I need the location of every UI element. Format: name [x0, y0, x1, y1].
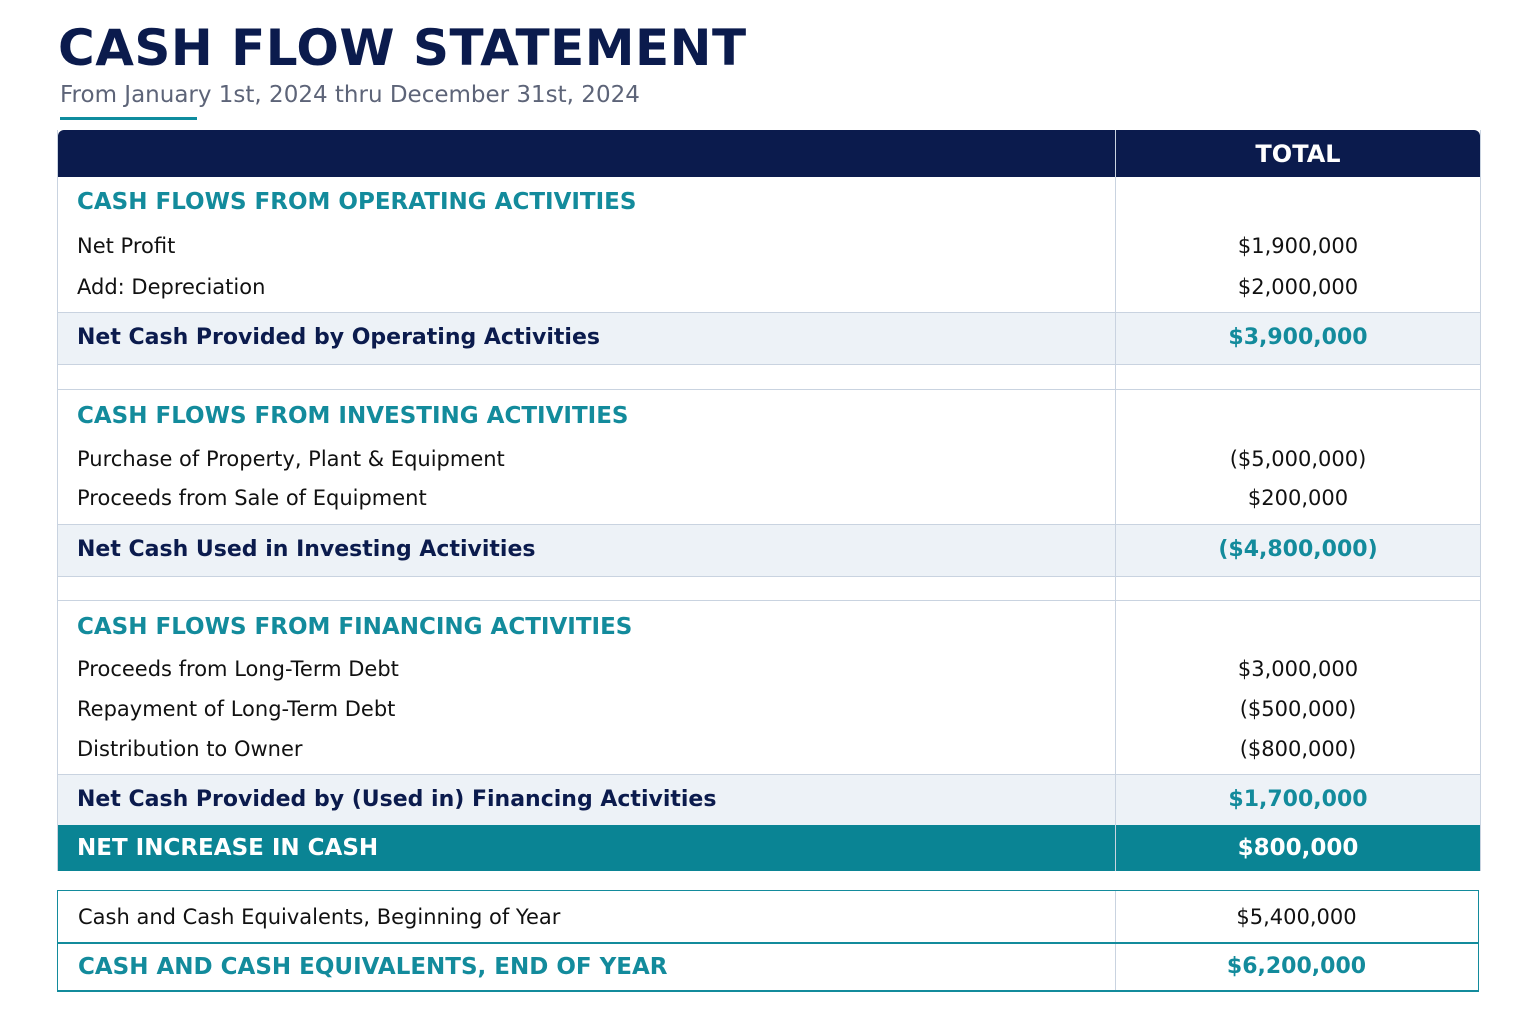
- subtotal-value: $3,900,000: [1228, 325, 1368, 350]
- line-item-value: $2,000,000: [1237, 275, 1359, 299]
- spacer-row: [58, 365, 1480, 390]
- table-header: TOTAL: [58, 130, 1480, 177]
- table-row: Purchase of Property, Plant & Equipment …: [58, 441, 1480, 481]
- table-row: Add: Depreciation $2,000,000: [58, 269, 1480, 312]
- ending-cash-label: CASH AND CASH EQUIVALENTS, END OF YEAR: [78, 954, 668, 980]
- line-item-label: Proceeds from Long-Term Debt: [77, 657, 399, 681]
- line-item-label: Net Profit: [77, 234, 176, 258]
- operating-subtotal-row: Net Cash Provided by Operating Activitie…: [58, 312, 1480, 365]
- ending-cash-value: $6,200,000: [1226, 954, 1367, 979]
- table-row: Proceeds from Long-Term Debt $3,000,000: [58, 652, 1480, 692]
- table-row: Proceeds from Sale of Equipment $200,000: [58, 481, 1480, 524]
- line-item-value: $1,900,000: [1237, 234, 1359, 258]
- total-column-header: TOTAL: [1255, 140, 1341, 168]
- column-divider: [1115, 891, 1116, 990]
- financing-subtotal-row: Net Cash Provided by (Used in) Financing…: [58, 774, 1480, 825]
- line-item-value: ($500,000): [1239, 697, 1357, 721]
- line-item-label: Purchase of Property, Plant & Equipment: [77, 447, 505, 471]
- cash-flow-table: TOTAL CASH FLOWS FROM OPERATING ACTIVITI…: [57, 130, 1481, 871]
- subtotal-value: ($4,800,000): [1218, 537, 1378, 562]
- page-title: CASH FLOW STATEMENT: [58, 19, 747, 77]
- subtotal-value: $1,700,000: [1228, 787, 1368, 812]
- line-item-value: $200,000: [1247, 486, 1349, 510]
- line-item-label: Distribution to Owner: [77, 737, 303, 761]
- operating-heading: CASH FLOWS FROM OPERATING ACTIVITIES: [77, 189, 637, 215]
- subtotal-label: Net Cash Provided by (Used in) Financing…: [77, 787, 717, 812]
- column-divider: [1115, 130, 1116, 871]
- page-subtitle: From January 1st, 2024 thru December 31s…: [60, 82, 640, 108]
- subtotal-label: Net Cash Provided by Operating Activitie…: [77, 325, 600, 350]
- beginning-cash-value: $5,400,000: [1236, 905, 1357, 929]
- table-row: Distribution to Owner ($800,000): [58, 732, 1480, 774]
- line-item-label: Proceeds from Sale of Equipment: [77, 486, 427, 510]
- line-item-value: ($5,000,000): [1229, 447, 1367, 471]
- net-increase-row: NET INCREASE IN CASH $800,000: [58, 825, 1480, 871]
- net-increase-label: NET INCREASE IN CASH: [77, 835, 379, 861]
- investing-heading-row: CASH FLOWS FROM INVESTING ACTIVITIES: [58, 390, 1480, 441]
- investing-heading: CASH FLOWS FROM INVESTING ACTIVITIES: [77, 403, 629, 429]
- financing-heading: CASH FLOWS FROM FINANCING ACTIVITIES: [77, 614, 633, 640]
- subtitle-underline: [60, 117, 197, 120]
- operating-heading-row: CASH FLOWS FROM OPERATING ACTIVITIES: [58, 177, 1480, 228]
- line-item-label: Repayment of Long-Term Debt: [77, 697, 396, 721]
- beginning-cash-label: Cash and Cash Equivalents, Beginning of …: [78, 905, 561, 929]
- financing-heading-row: CASH FLOWS FROM FINANCING ACTIVITIES: [58, 601, 1480, 652]
- net-increase-value: $800,000: [1237, 835, 1359, 861]
- subtotal-label: Net Cash Used in Investing Activities: [77, 537, 536, 562]
- investing-subtotal-row: Net Cash Used in Investing Activities ($…: [58, 524, 1480, 577]
- spacer-row: [58, 577, 1480, 601]
- cash-summary-box: Cash and Cash Equivalents, Beginning of …: [57, 890, 1479, 992]
- row-divider: [58, 942, 1478, 944]
- table-row: Repayment of Long-Term Debt ($500,000): [58, 692, 1480, 732]
- line-item-label: Add: Depreciation: [77, 275, 266, 299]
- line-item-value: $3,000,000: [1237, 657, 1359, 681]
- table-row: Net Profit $1,900,000: [58, 228, 1480, 269]
- line-item-value: ($800,000): [1239, 737, 1357, 761]
